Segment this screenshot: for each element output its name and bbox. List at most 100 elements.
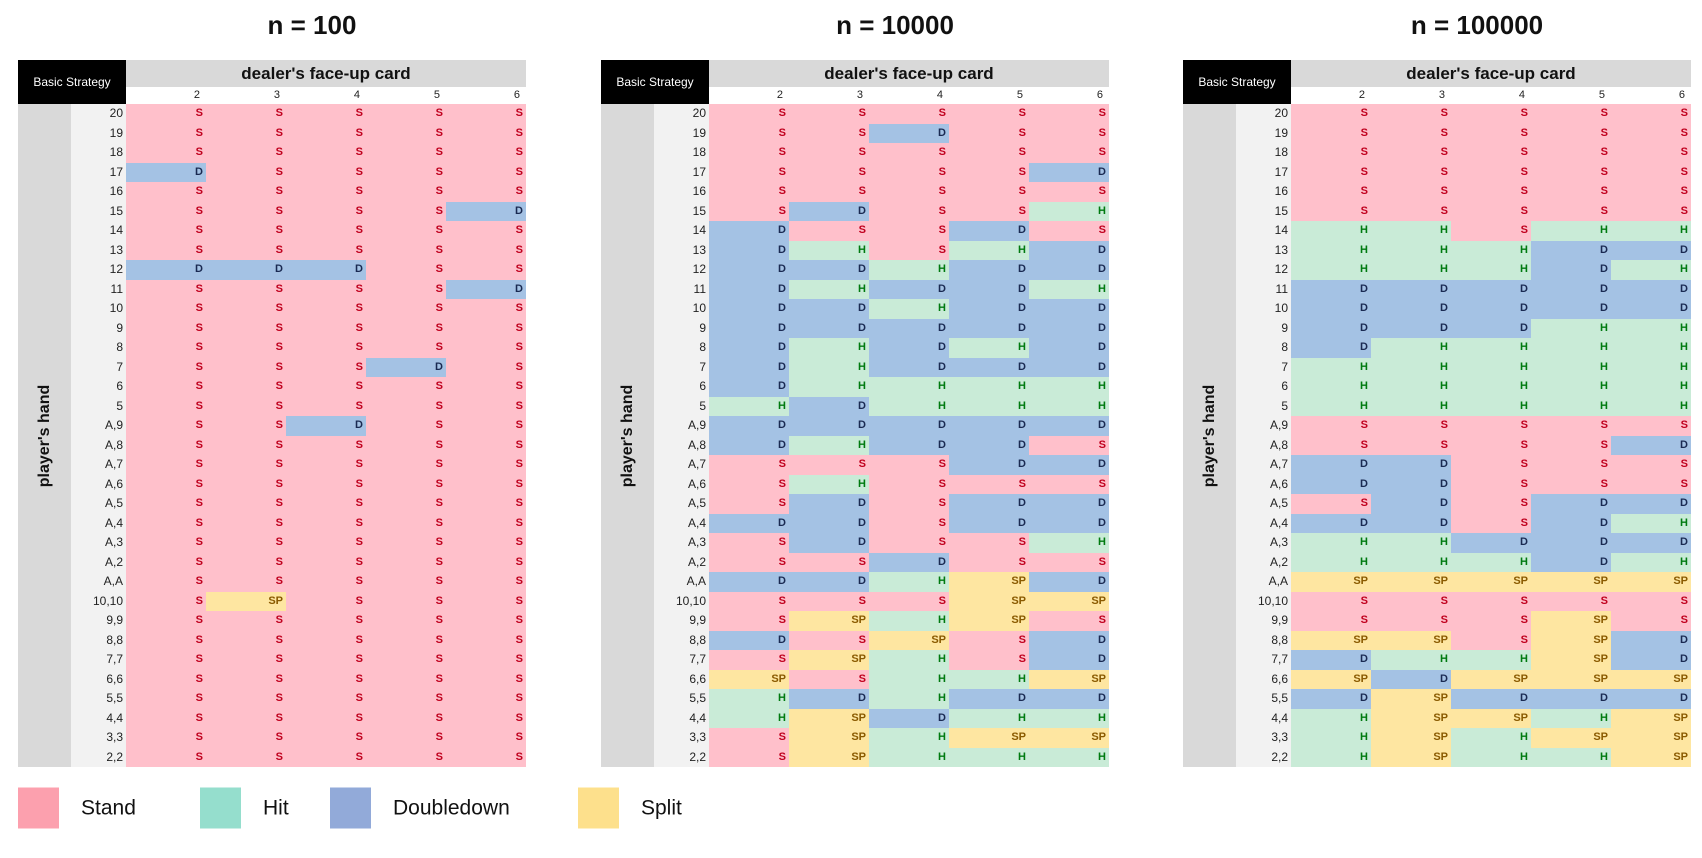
strategy-cell: S — [286, 650, 366, 670]
strategy-cell: D — [1371, 299, 1451, 319]
strategy-cell: D — [949, 455, 1029, 475]
strategy-cell: D — [1611, 630, 1691, 650]
row-label: 8 — [1236, 338, 1291, 358]
column-label: 3 — [273, 89, 280, 101]
strategy-cell: S — [709, 104, 789, 124]
legend-label: Hit — [263, 796, 289, 819]
row-label: 11 — [654, 279, 709, 299]
strategy-cell: S — [1451, 162, 1531, 182]
strategy-cell: S — [709, 162, 789, 182]
strategy-cell: SP — [789, 650, 869, 670]
strategy-cell: S — [869, 513, 949, 533]
strategy-cell: SP — [1531, 650, 1611, 670]
strategy-cell: S — [949, 201, 1029, 221]
strategy-cell: S — [206, 104, 286, 124]
row-label: 5,5 — [1236, 689, 1291, 709]
strategy-cell: S — [286, 318, 366, 338]
strategy-cell: S — [869, 533, 949, 553]
row-label: A,6 — [654, 474, 709, 494]
row-label: A,4 — [71, 513, 126, 533]
row-label: 4,4 — [71, 708, 126, 728]
strategy-cell: S — [366, 260, 446, 280]
strategy-cell: S — [126, 143, 206, 163]
strategy-cell: S — [366, 747, 446, 767]
strategy-cell: S — [789, 630, 869, 650]
strategy-cell: D — [1291, 455, 1371, 475]
strategy-cell: D — [949, 260, 1029, 280]
strategy-cell: H — [789, 279, 869, 299]
row-label: 19 — [71, 123, 126, 143]
strategy-cell: S — [949, 162, 1029, 182]
strategy-cell: S — [1531, 143, 1611, 163]
strategy-cell: S — [366, 494, 446, 514]
strategy-cell: SP — [1371, 728, 1451, 748]
strategy-cell: D — [949, 357, 1029, 377]
strategy-cell: S — [366, 338, 446, 358]
strategy-cell: S — [1611, 104, 1691, 124]
strategy-cell: H — [869, 299, 949, 319]
strategy-cell: SP — [1291, 630, 1371, 650]
row-label: 7 — [71, 357, 126, 377]
strategy-cell: S — [869, 474, 949, 494]
strategy-cell: S — [126, 221, 206, 241]
legend-label: Doubledown — [393, 796, 510, 819]
strategy-cell: D — [1371, 474, 1451, 494]
strategy-cell: H — [1611, 221, 1691, 241]
strategy-cell: S — [1371, 611, 1451, 631]
row-label: 4,4 — [1236, 708, 1291, 728]
strategy-cell: S — [869, 221, 949, 241]
strategy-cell: D — [1531, 260, 1611, 280]
strategy-cell: SP — [789, 708, 869, 728]
strategy-cell: S — [206, 513, 286, 533]
strategy-cell: S — [366, 728, 446, 748]
strategy-cell: S — [446, 455, 526, 475]
row-label: 18 — [654, 143, 709, 163]
strategy-cell: S — [286, 513, 366, 533]
strategy-cell: S — [709, 611, 789, 631]
row-label: 14 — [71, 221, 126, 241]
strategy-cell: S — [789, 123, 869, 143]
strategy-cell: S — [366, 279, 446, 299]
strategy-cell: D — [869, 318, 949, 338]
strategy-cell: D — [1611, 240, 1691, 260]
strategy-cell: S — [366, 123, 446, 143]
strategy-cell: D — [1291, 338, 1371, 358]
strategy-cell: S — [286, 728, 366, 748]
strategy-cell: S — [206, 416, 286, 436]
strategy-cell: S — [286, 182, 366, 202]
strategy-cell: S — [206, 494, 286, 514]
strategy-cell: S — [286, 669, 366, 689]
strategy-cell: S — [126, 650, 206, 670]
strategy-cell: S — [1611, 591, 1691, 611]
strategy-cell: D — [1531, 689, 1611, 709]
strategy-cell: H — [949, 747, 1029, 767]
strategy-cell: S — [126, 455, 206, 475]
strategy-cell: S — [126, 474, 206, 494]
strategy-cell: D — [789, 572, 869, 592]
strategy-cell: S — [709, 143, 789, 163]
row-label: A,3 — [654, 533, 709, 553]
strategy-cell: H — [1451, 552, 1531, 572]
row-label: 7,7 — [1236, 650, 1291, 670]
strategy-cell: D — [286, 260, 366, 280]
strategy-cell: S — [1451, 435, 1531, 455]
strategy-cell: D — [1029, 299, 1109, 319]
strategy-cell: S — [1371, 591, 1451, 611]
strategy-cell: H — [1531, 377, 1611, 397]
row-label: 13 — [654, 240, 709, 260]
strategy-cell: S — [446, 591, 526, 611]
strategy-cell: D — [709, 299, 789, 319]
legend-item-stand: Stand — [18, 787, 136, 829]
strategy-cell: D — [1451, 279, 1531, 299]
strategy-cell: S — [366, 221, 446, 241]
strategy-cell: S — [366, 435, 446, 455]
strategy-cell: S — [206, 396, 286, 416]
row-label: 17 — [1236, 162, 1291, 182]
strategy-cell: D — [1029, 689, 1109, 709]
strategy-cell: H — [1371, 221, 1451, 241]
row-label: A,5 — [1236, 494, 1291, 514]
strategy-cell: D — [126, 260, 206, 280]
strategy-cell: S — [1029, 435, 1109, 455]
strategy-cell: H — [869, 669, 949, 689]
strategy-cell: S — [126, 689, 206, 709]
